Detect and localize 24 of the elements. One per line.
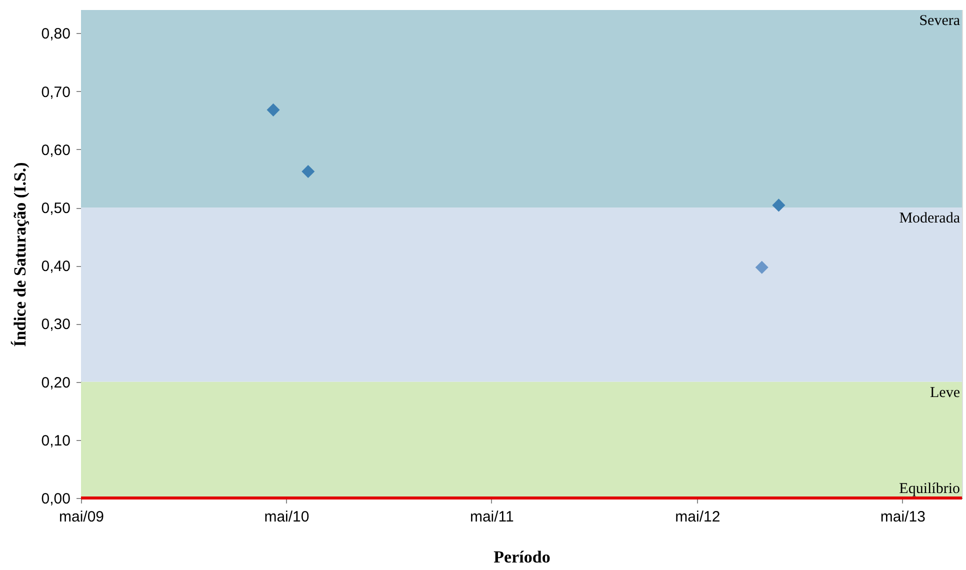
y-tick-label: 0,10 xyxy=(41,432,70,450)
point xyxy=(755,260,768,274)
y-tick-label: 0,40 xyxy=(41,258,70,276)
x-tick-label: mai/11 xyxy=(470,508,514,526)
y-axis-title: Índice de Saturação (I.S.) xyxy=(10,162,30,347)
ref-line-label: Equilíbrio xyxy=(899,481,960,497)
y-tick-label: 0,70 xyxy=(41,84,70,101)
band-label: Moderada xyxy=(899,210,960,227)
x-axis-title: Período xyxy=(494,548,550,566)
x-tick-label: mai/09 xyxy=(58,508,104,526)
y-tick-label: 0,50 xyxy=(41,200,70,218)
y-tick-label: 0,30 xyxy=(41,316,70,334)
point xyxy=(302,164,315,178)
y-tick-label: 0,00 xyxy=(41,490,70,508)
x-tick-label: mai/10 xyxy=(264,508,310,526)
x-tick-label: mai/12 xyxy=(675,508,720,526)
band-label: Leve xyxy=(930,384,960,401)
y-tick-label: 0,60 xyxy=(41,142,70,159)
band-label: Severa xyxy=(919,13,960,29)
point xyxy=(266,103,280,116)
x-tick-label: mai/13 xyxy=(880,508,926,526)
point xyxy=(772,198,786,212)
y-tick-label: 0,20 xyxy=(41,374,70,392)
y-tick-label: 0,80 xyxy=(41,26,70,43)
